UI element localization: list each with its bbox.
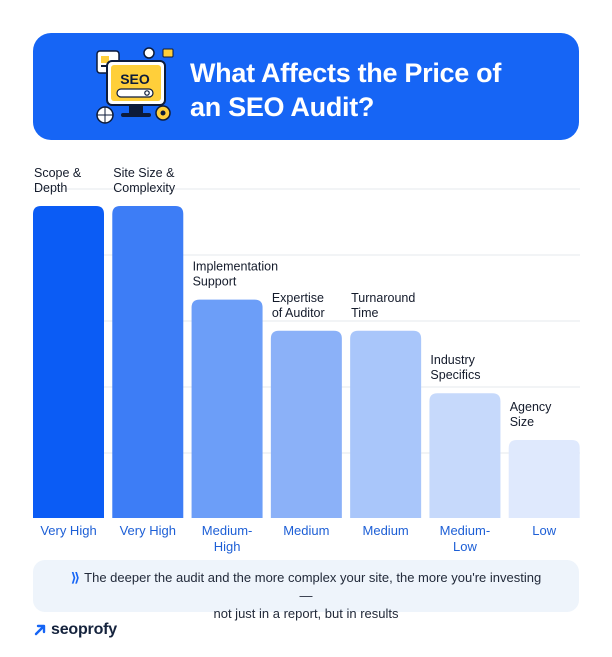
category-label: Industry [430,353,475,367]
value-label: Very High [120,523,176,538]
bar [112,206,184,518]
bar [33,206,104,518]
arrow-up-right-icon [34,624,46,636]
bar [508,440,580,518]
header-banner: SEO What Affects the Price of an SEO Aud… [33,33,579,140]
value-label: High [214,539,241,554]
bar [270,330,342,518]
page-title: What Affects the Price of an SEO Audit? [190,56,570,124]
category-label: Implementation [193,260,279,274]
double-chevron-icon: ⟫ [70,570,81,585]
bar-chart: Scope &Depth Very High Site Size &Complexi… [33,166,580,554]
category-label: of Auditor [272,306,325,320]
value-label: Very High [40,523,96,538]
category-label: Scope & [34,166,82,180]
value-label: Low [453,539,477,554]
value-label: Low [532,523,556,538]
value-label: Medium [363,523,409,538]
category-label: Agency [510,400,552,414]
category-label: Expertise [272,291,324,305]
title-line-1: What Affects the Price of [190,58,502,88]
footer-note-line-2: not just in a report, but in results [213,606,399,621]
category-label: Depth [34,181,67,195]
footer-note-line-1: The deeper the audit and the more comple… [84,570,542,603]
category-label: Time [351,306,378,320]
title-line-2: an SEO Audit? [190,92,375,122]
bar [350,330,422,518]
category-label: Complexity [113,181,176,195]
value-label: Medium- [440,523,491,538]
category-label: Size [510,415,534,429]
category-label: Site Size & [113,166,175,180]
brand-logo: seoprofy [33,620,117,640]
bar [191,299,263,518]
brand-name: seoprofy [51,621,117,638]
svg-text:SEO: SEO [120,71,150,87]
category-label: Support [193,275,237,289]
category-label: Specifics [430,368,480,382]
footer-note: ⟫ The deeper the audit and the more compl… [33,560,579,621]
category-label: Turnaround [351,291,415,305]
bar [429,393,501,518]
value-label: Medium [283,523,329,538]
value-label: Medium- [202,523,253,538]
seo-monitor-icon: SEO [96,47,174,124]
